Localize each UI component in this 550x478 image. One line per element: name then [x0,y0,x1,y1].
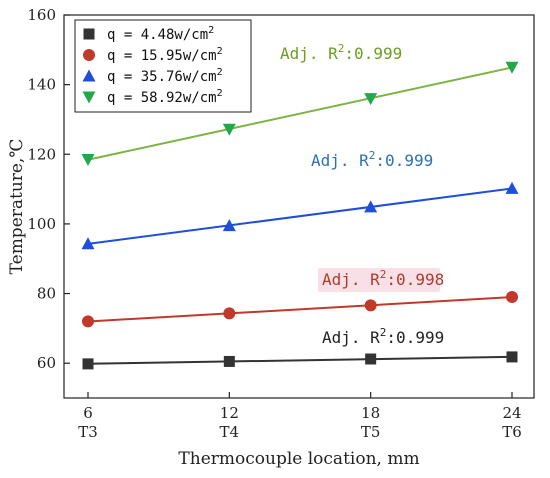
y-tick-label: 80 [37,285,56,303]
legend-label: q = 15.95w/cm2 [107,46,223,64]
y-tick-label: 160 [27,6,56,24]
x-tick-sublabel: T6 [502,423,522,441]
data-point [222,123,236,136]
data-point [81,237,95,250]
legend-marker [83,28,95,40]
fit-line [87,187,513,245]
y-tick-label: 60 [37,354,56,372]
x-tick-sublabel: T5 [361,423,381,441]
x-tick-sublabel: T4 [220,423,240,441]
y-tick-label: 120 [27,145,56,163]
data-point [506,291,518,304]
x-tick-sublabel: T3 [78,423,98,441]
legend-marker [82,69,96,82]
data-point [505,181,519,194]
data-point [223,355,235,367]
fit-line [87,355,513,365]
data-point [364,93,378,106]
series-2 [82,291,518,328]
adj-r2-label: Adj. R2:0.999 [322,326,444,347]
data-point [364,299,377,312]
data-point [82,315,94,328]
legend-item: q = 4.48w/cm2 [83,25,214,43]
adj-r2-label: Adj. R2:0.998 [322,268,444,289]
data-point [223,307,236,320]
legend-label: q = 4.48w/cm2 [107,25,214,43]
plot-border [63,14,535,399]
plot-frame [63,14,535,399]
adj-r2-label: Adj. R2:0.999 [311,149,433,170]
y-tick-label: 140 [27,76,56,94]
legend-marker [82,91,96,104]
fit-labels: Adj. R2:0.999 Adj. R2:0.998 Adj. R2:0.999 A… [280,42,444,347]
legend-label: q = 58.92w/cm2 [107,88,223,106]
x-tick-label: 6 [83,404,93,422]
y-axis-title: Temperature,℃ [7,139,27,275]
legend-label: q = 35.76w/cm2 [107,67,223,85]
adj-r2-label: Adj. R2:0.999 [280,42,402,63]
x-tick-label: 18 [361,404,380,422]
data-point [82,358,94,370]
series-4 [81,61,519,166]
data-point [364,200,378,213]
legend-box [74,19,252,113]
data-point [365,353,377,365]
legend: q = 4.48w/cm2 q = 15.95w/cm2 q = 35.76w/cm… [74,19,252,113]
legend-item: q = 35.76w/cm2 [82,67,223,85]
fit-line [87,296,513,323]
x-tick-label: 12 [220,404,239,422]
series-3 [81,181,519,250]
data-point [505,61,519,74]
fit-line [87,66,513,161]
x-tick-label: 24 [502,404,521,422]
data-point [506,351,518,363]
series-group [81,61,519,370]
legend-item: q = 58.92w/cm2 [82,88,223,106]
legend-item: q = 15.95w/cm2 [83,46,223,64]
data-point [81,153,95,166]
label-highlight [318,268,440,292]
legend-marker [83,49,95,61]
y-tick-label: 100 [27,215,56,233]
data-point [222,219,236,232]
x-axis-title: Thermocouple location, mm [178,449,419,469]
series-1 [82,351,518,370]
